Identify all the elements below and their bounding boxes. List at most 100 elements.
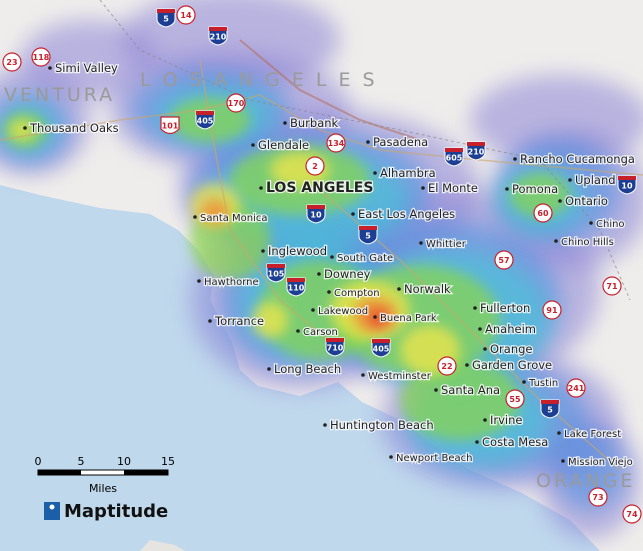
shield-label: 57: [498, 256, 509, 265]
logo-text: Maptitude: [64, 501, 168, 522]
place-dot: [373, 171, 377, 175]
place-label: Burbank: [290, 116, 339, 130]
shield-body: [588, 487, 608, 507]
shield-label: 101: [162, 122, 179, 131]
place-dot: [558, 199, 562, 203]
highway-shield: 134: [326, 133, 346, 153]
heat-blob: [252, 302, 288, 338]
shield-label: 710: [327, 344, 344, 353]
place-label: Rancho Cucamonga: [520, 152, 635, 166]
scale-tick-label: 0: [35, 455, 42, 468]
place-label: Carson: [303, 327, 338, 338]
place-label: Santa Ana: [441, 383, 500, 397]
shield-top: [287, 278, 305, 282]
shield-body: [466, 141, 486, 161]
place-label: Compton: [334, 288, 380, 299]
place-label: Costa Mesa: [482, 435, 548, 449]
shield-body: [566, 378, 586, 398]
shield-top: [618, 176, 636, 180]
shield-top: [541, 400, 559, 404]
shield-body: [505, 389, 525, 409]
highway-shield: 405: [195, 110, 215, 130]
highway-shield: 105: [266, 263, 286, 283]
highway-shield: 710: [325, 337, 345, 357]
shield-top: [372, 339, 390, 343]
place-label: Chino: [596, 219, 625, 230]
place-label: Long Beach: [274, 362, 341, 376]
place-label: Norwalk: [404, 282, 451, 296]
place-label: El Monte: [428, 181, 478, 195]
place-label: Glendale: [258, 138, 309, 152]
place-dot: [483, 418, 487, 422]
highway-shield: 605: [444, 147, 464, 167]
place-label: Anaheim: [485, 322, 536, 336]
place-dot: [261, 249, 265, 253]
highway-shield: 210: [208, 26, 228, 46]
shield-label: 10: [621, 182, 633, 191]
shield-label: 55: [509, 395, 521, 404]
shield-label: 73: [592, 493, 603, 502]
region-label: ORANGE: [536, 470, 635, 492]
scale-bar-segment: [38, 470, 81, 475]
shield-body: [305, 156, 325, 176]
place-dot: [505, 187, 509, 191]
scale-bar-segment: [124, 470, 168, 475]
shield-label: 74: [626, 510, 638, 519]
heat-blob: [510, 173, 570, 217]
shield-label: 170: [228, 99, 245, 108]
place-label: South Gate: [337, 253, 393, 264]
place-label: Westminster: [368, 371, 432, 382]
shield-body: [176, 5, 196, 25]
shield-label: 71: [606, 282, 618, 291]
highway-shield: 2: [305, 156, 325, 176]
place-label: Inglewood: [268, 244, 327, 258]
shield-body: [540, 399, 560, 419]
place-dot: [283, 121, 287, 125]
place-label: Pomona: [512, 182, 558, 196]
shield-top: [359, 226, 377, 230]
place-dot: [330, 255, 334, 259]
place-dot: [296, 329, 300, 333]
highway-shield: 5: [156, 8, 176, 28]
highway-shield: 22: [437, 356, 457, 376]
place-label: Hawthorne: [204, 277, 259, 288]
place-dot: [557, 431, 561, 435]
logo-icon-head: [49, 504, 55, 510]
highway-shield: 57: [494, 250, 514, 270]
heat-blob: [368, 310, 388, 326]
shield-label: 210: [210, 33, 227, 42]
shield-top: [209, 27, 227, 31]
place-label: Mission Viejo: [568, 457, 633, 468]
highway-shield: 118: [31, 47, 51, 67]
place-dot: [589, 221, 593, 225]
place-dot: [48, 66, 52, 70]
shield-label: 134: [328, 139, 345, 148]
place-label: East Los Angeles: [358, 207, 455, 221]
place-label: Chino Hills: [561, 237, 614, 248]
place-dot: [361, 373, 365, 377]
shield-top: [326, 338, 344, 342]
scale-tick-label: 15: [161, 455, 175, 468]
shield-body: [306, 204, 326, 224]
place-label: Whittier: [426, 239, 467, 250]
heat-blob: [470, 75, 643, 165]
place-dot: [193, 215, 197, 219]
place-label: Ontario: [565, 194, 608, 208]
island: [140, 540, 185, 551]
place-label: Simi Valley: [55, 61, 118, 75]
place-label: Tustin: [528, 378, 558, 389]
heat-blob: [201, 200, 229, 224]
shield-label: 5: [365, 232, 371, 241]
place-dot: [323, 423, 327, 427]
shield-body: [622, 504, 642, 524]
place-dot: [561, 459, 565, 463]
place-dot: [317, 272, 321, 276]
shield-top: [157, 9, 175, 13]
shield-body: [160, 116, 180, 135]
highway-shield: 5: [358, 225, 378, 245]
highway-shield: 73: [588, 487, 608, 507]
heat-blob: [555, 430, 625, 510]
shield-label: 605: [446, 154, 463, 163]
place-dot: [434, 388, 438, 392]
